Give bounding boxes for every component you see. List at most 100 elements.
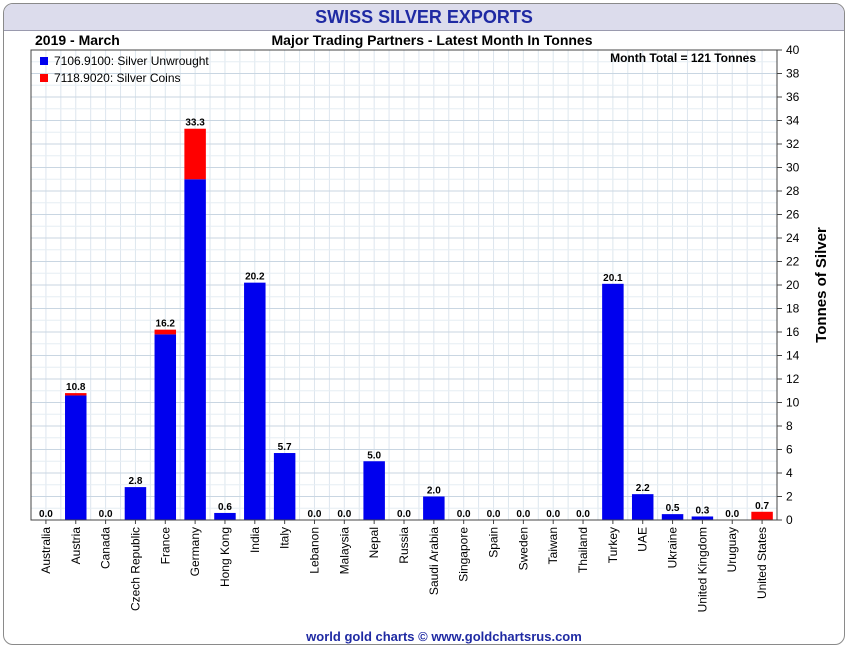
data-label: 5.0 [367, 450, 381, 461]
y-tick-label: 18 [786, 302, 800, 316]
legend-swatch-unwrought [40, 57, 48, 65]
title-bar: SWISS SILVER EXPORTS [4, 4, 844, 31]
x-tick-label: Australia [39, 527, 53, 574]
data-label: 0.0 [397, 509, 411, 520]
x-tick-label: UAE [636, 527, 650, 552]
x-tick-label: Ukraine [666, 527, 680, 569]
chart-frame: SWISS SILVER EXPORTS [3, 3, 845, 645]
data-label: 0.3 [695, 505, 709, 516]
data-label: 16.2 [156, 319, 176, 330]
data-label: 0.6 [218, 502, 232, 513]
x-tick-label: Turkey [606, 527, 620, 563]
data-label: 0.0 [487, 509, 501, 520]
bar-coins [154, 329, 177, 335]
x-tick-label: France [158, 527, 172, 565]
data-label: 20.2 [245, 272, 265, 283]
legend-swatch-coins [40, 74, 48, 82]
x-tick-label: Germany [188, 527, 202, 576]
bar-unwrought [244, 282, 266, 520]
chart-title: SWISS SILVER EXPORTS [315, 7, 533, 27]
x-tick-label: Nepal [367, 527, 381, 558]
x-tick-label: Czech Republic [128, 527, 142, 611]
bar-coins [751, 511, 773, 520]
month-total: Month Total = 121 Tonnes [610, 51, 756, 65]
y-tick-label: 0 [786, 513, 793, 527]
data-label: 0.0 [39, 509, 53, 520]
x-tick-label: United States [755, 527, 769, 599]
legend: 7106.9100: Silver Unwrought 7118.9020: S… [40, 54, 209, 85]
y-tick-label: 10 [786, 396, 800, 410]
y-axis-label: Tonnes of Silver [813, 227, 830, 343]
bar-unwrought [214, 512, 236, 520]
data-label: 0.7 [755, 501, 769, 512]
y-tick-label: 26 [786, 208, 800, 222]
bars [65, 128, 773, 520]
x-tick-label: Malaysia [337, 527, 351, 575]
bar-coins [184, 128, 206, 180]
x-tick-label: Canada [99, 527, 113, 569]
y-tick-label: 28 [786, 184, 800, 198]
data-label: 0.0 [457, 509, 471, 520]
x-tick-label: United Kingdom [695, 527, 709, 612]
x-tick-label: Austria [69, 527, 83, 565]
y-tick-label: 4 [786, 466, 793, 480]
y-tick-label: 38 [786, 67, 800, 81]
data-label: 20.1 [603, 273, 623, 284]
data-label: 0.5 [666, 503, 680, 514]
data-label: 2.8 [128, 476, 142, 487]
data-label: 0.0 [308, 509, 322, 520]
data-label: 10.8 [66, 382, 86, 393]
data-label: 0.0 [576, 509, 590, 520]
data-label: 0.0 [337, 509, 351, 520]
data-label: 0.0 [516, 509, 530, 520]
bar-unwrought [124, 487, 147, 520]
data-label: 2.0 [427, 486, 441, 497]
plot-border [30, 49, 778, 521]
bar-unwrought [602, 283, 624, 520]
x-tick-label: Uruguay [725, 527, 739, 572]
bar-unwrought [661, 514, 684, 520]
footer-credit: world gold charts © www.goldchartsrus.co… [305, 629, 582, 644]
bar-unwrought [184, 179, 206, 520]
x-tick-label: Thailand [576, 527, 590, 573]
x-tick-label: Saudi Arabia [427, 527, 441, 595]
legend-label-unwrought: 7106.9100: Silver Unwrought [54, 54, 209, 68]
y-tick-label: 6 [786, 443, 793, 457]
chart-subtitle: Major Trading Partners - Latest Month In… [272, 32, 593, 48]
y-tick-label: 14 [786, 349, 800, 363]
data-label: 33.3 [185, 118, 205, 129]
y-tick-label: 16 [786, 325, 800, 339]
y-tick-label: 40 [786, 43, 800, 57]
bar-unwrought [154, 334, 177, 520]
grid-lines [30, 49, 778, 521]
bar-unwrought [631, 494, 654, 520]
x-tick-label: Italy [278, 527, 292, 549]
y-tick-label: 8 [786, 419, 793, 433]
data-labels: 0.0 10.8 0.0 2.8 16.2 33.3 0.6 20.2 5.7 0.0 0.0 5.0… [39, 118, 769, 520]
data-label: 0.0 [546, 509, 560, 520]
y-tick-label: 34 [786, 114, 800, 128]
bar-unwrought [423, 496, 445, 520]
data-label: 5.7 [278, 442, 292, 453]
bar-unwrought [691, 516, 714, 520]
bar-unwrought [273, 453, 296, 520]
x-tick-label: Singapore [457, 527, 471, 582]
x-tick-label: Sweden [516, 527, 530, 570]
bar-unwrought [363, 461, 385, 520]
data-label: 2.2 [636, 483, 650, 494]
y-tick-label: 2 [786, 490, 793, 504]
x-tick-label: Russia [397, 527, 411, 564]
y-tick-label: 20 [786, 278, 800, 292]
x-tick-label: India [248, 527, 262, 553]
data-label: 0.0 [725, 509, 739, 520]
x-tick-label: Taiwan [546, 527, 560, 564]
x-tick-labels: Australia Austria Canada Czech Republic Fran… [39, 520, 769, 612]
x-tick-label: Hong Kong [218, 527, 232, 587]
y-tick-label: 12 [786, 372, 800, 386]
legend-label-coins: 7118.9020: Silver Coins [54, 71, 181, 85]
x-tick-label: Lebanon [307, 527, 321, 574]
y-tick-label: 22 [786, 255, 800, 269]
y-tick-label: 36 [786, 90, 800, 104]
